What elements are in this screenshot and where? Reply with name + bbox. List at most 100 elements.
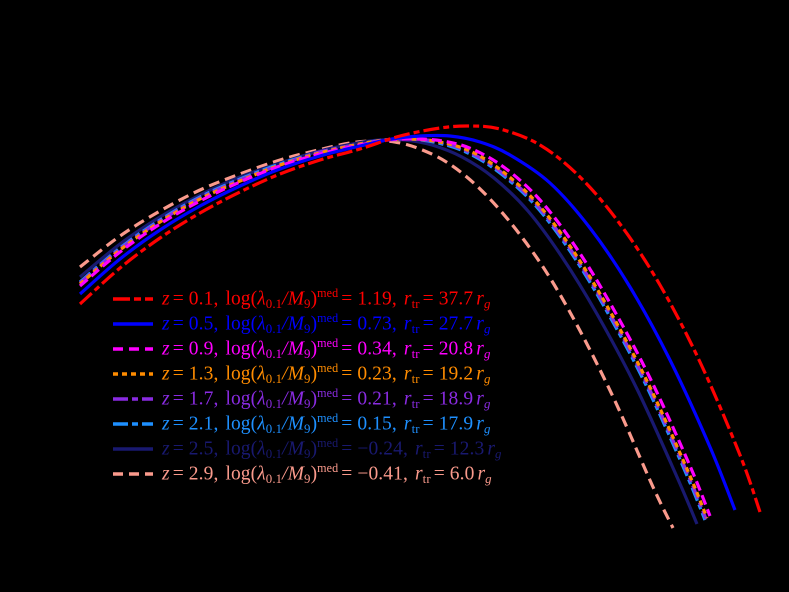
med-superscript: med [317, 335, 339, 350]
mass-subscript: 9 [304, 371, 311, 386]
med-superscript: med [317, 385, 339, 400]
log-open: log( [225, 388, 258, 409]
mass-symbol: M [287, 388, 305, 409]
close-paren: ) [310, 388, 318, 409]
log-value: = 0.23, [341, 363, 397, 384]
legend-label: z = 2.1, log(λ0.1/M9)med = 0.15, rtr = 17.9 rg [162, 411, 491, 436]
close-paren: ) [310, 438, 318, 459]
slash: / [282, 363, 288, 384]
slash: / [282, 413, 288, 434]
close-paren: ) [310, 288, 318, 309]
rtr-value: = 6.0 [433, 463, 475, 484]
slash: / [282, 438, 288, 459]
curve-0-9 [78, 137, 712, 517]
legend-row[interactable]: z = 0.9, log(λ0.1/M9)med = 0.34, rtr = 20.8 rg [112, 336, 672, 361]
log-value: = −0.41, [341, 463, 408, 484]
slash: / [282, 388, 288, 409]
curve-0-5 [78, 133, 737, 511]
z-value: = 0.9, [172, 338, 219, 359]
z-value: = 0.1, [172, 288, 219, 309]
rtr-value: = 27.7 [422, 313, 474, 334]
z-value: = 2.1, [172, 413, 219, 434]
med-superscript: med [317, 285, 339, 300]
rg-subscript: g [485, 471, 492, 486]
rg-symbol: r [476, 363, 484, 384]
rtr-symbol: r [403, 363, 412, 384]
rtr-subscript: tr [422, 471, 431, 486]
rg-symbol: r [476, 288, 484, 309]
legend-line-sample-icon [112, 466, 154, 482]
lambda-subscript: 0.1 [265, 296, 283, 311]
mass-symbol: M [287, 313, 305, 334]
mass-symbol: M [287, 463, 305, 484]
rtr-symbol: r [403, 313, 412, 334]
rtr-symbol: r [403, 288, 412, 309]
lambda-symbol: λ [257, 413, 266, 434]
rg-subscript: g [483, 296, 491, 311]
rtr-value: = 18.9 [422, 388, 474, 409]
legend-row[interactable]: z = 2.5, log(λ0.1/M9)med = −0.24, rtr = 12.3 r… [112, 436, 672, 461]
mass-symbol: M [287, 338, 305, 359]
lambda-subscript: 0.1 [265, 346, 283, 361]
rtr-subscript: tr [411, 421, 420, 436]
mass-subscript: 9 [304, 321, 311, 336]
log-open: log( [225, 338, 258, 359]
legend-label: z = 2.5, log(λ0.1/M9)med = −0.24, rtr = 12.3 r… [162, 436, 502, 461]
z-value: = 1.7, [172, 388, 219, 409]
rg-subscript: g [483, 421, 491, 436]
close-paren: ) [310, 463, 318, 484]
legend: z = 0.1, log(λ0.1/M9)med = 1.19, rtr = 37.7 rg… [112, 286, 672, 486]
lambda-symbol: λ [257, 463, 266, 484]
curve-2-9 [79, 139, 675, 529]
lambda-subscript: 0.1 [265, 446, 283, 461]
mass-symbol: M [287, 438, 305, 459]
legend-label: z = 1.3, log(λ0.1/M9)med = 0.23, rtr = 19.2 rg [162, 361, 491, 386]
log-open: log( [225, 438, 258, 459]
legend-line-sample-icon [112, 391, 154, 407]
slash: / [282, 313, 288, 334]
lambda-subscript: 0.1 [265, 421, 283, 436]
rtr-subscript: tr [411, 321, 420, 336]
rg-symbol: r [476, 413, 484, 434]
rg-symbol: r [476, 313, 484, 334]
legend-line-sample-icon [112, 416, 154, 432]
rtr-symbol: r [403, 388, 412, 409]
mass-symbol: M [287, 288, 305, 309]
curve-group [78, 124, 762, 529]
lambda-symbol: λ [257, 338, 266, 359]
med-superscript: med [317, 460, 339, 475]
rg-subscript: g [483, 396, 491, 411]
rg-subscript: g [483, 371, 491, 386]
rtr-subscript: tr [411, 296, 420, 311]
z-value: = 1.3, [172, 363, 219, 384]
legend-label: z = 1.7, log(λ0.1/M9)med = 0.21, rtr = 18.9 rg [162, 385, 491, 411]
mass-subscript: 9 [304, 396, 311, 411]
lambda-symbol: λ [257, 388, 266, 409]
curve-1-3 [78, 137, 709, 519]
legend-row[interactable]: z = 0.1, log(λ0.1/M9)med = 1.19, rtr = 37.7 rg [112, 286, 672, 311]
legend-row[interactable]: z = 0.5, log(λ0.1/M9)med = 0.73, rtr = 27.7 rg [112, 311, 672, 336]
legend-row[interactable]: z = 1.7, log(λ0.1/M9)med = 0.21, rtr = 18.9 rg [112, 386, 672, 411]
legend-row[interactable]: z = 2.9, log(λ0.1/M9)med = −0.41, rtr = 6.0 rg [112, 461, 672, 486]
slash: / [282, 463, 288, 484]
legend-label: z = 0.9, log(λ0.1/M9)med = 0.34, rtr = 20.8 rg [162, 335, 491, 361]
legend-line-sample-icon [112, 316, 154, 332]
mass-symbol: M [287, 363, 305, 384]
legend-row[interactable]: z = 1.3, log(λ0.1/M9)med = 0.23, rtr = 19.2 rg [112, 361, 672, 386]
lambda-subscript: 0.1 [265, 371, 283, 386]
rtr-symbol: r [403, 338, 412, 359]
mass-subscript: 9 [304, 346, 311, 361]
z-value: = 2.9, [172, 463, 219, 484]
rtr-symbol: r [403, 413, 412, 434]
rtr-subscript: tr [411, 396, 420, 411]
slash: / [282, 288, 288, 309]
rtr-value: = 17.9 [422, 413, 474, 434]
lambda-subscript: 0.1 [265, 321, 283, 336]
lambda-subscript: 0.1 [265, 471, 283, 486]
rg-subscript: g [483, 346, 491, 361]
lambda-subscript: 0.1 [265, 396, 283, 411]
legend-row[interactable]: z = 2.1, log(λ0.1/M9)med = 0.15, rtr = 17.9 rg [112, 411, 672, 436]
